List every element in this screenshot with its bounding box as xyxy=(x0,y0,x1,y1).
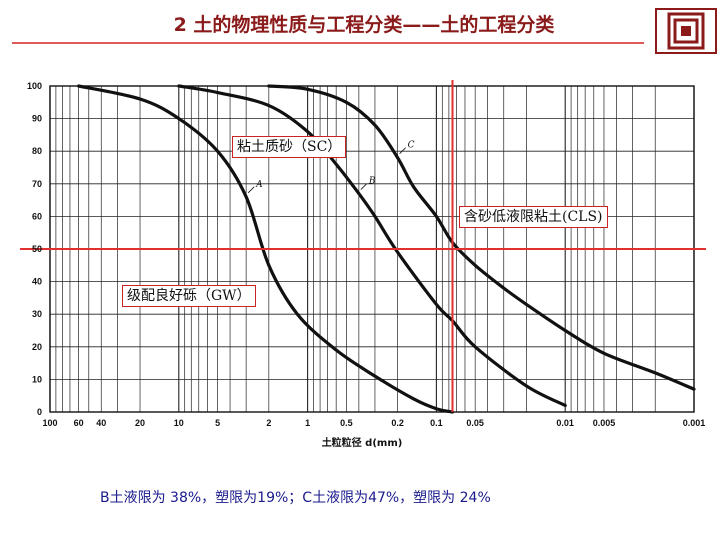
y-tick-label: 100 xyxy=(27,81,42,91)
x-tick-label: 10 xyxy=(174,418,184,428)
y-tick-label: 30 xyxy=(32,309,42,319)
x-tick-label: 0.05 xyxy=(466,418,484,428)
logo-icon xyxy=(655,8,717,54)
series-label-B: B xyxy=(368,177,376,187)
grain-size-chart: A B C 0 10 20 30 40 50 60 70 80 90 100 100 60 40 20 10 5 2 1… xyxy=(20,80,706,449)
y-tick-label: 60 xyxy=(32,211,42,221)
x-tick-label: 1 xyxy=(305,418,310,428)
x-tick-label: 0.005 xyxy=(593,418,616,428)
series-line-C xyxy=(267,84,696,391)
x-tick-label: 0.01 xyxy=(556,418,574,428)
x-tick-label: 0.5 xyxy=(340,418,353,428)
y-tick-label: 40 xyxy=(32,277,42,287)
y-tick-label: 20 xyxy=(32,342,42,352)
y-tick-label: 90 xyxy=(32,114,42,124)
slide-title: 2 土的物理性质与工程分类——土的工程分类 xyxy=(173,14,555,36)
y-tick-label: 80 xyxy=(32,146,42,156)
series-line-B xyxy=(177,84,567,408)
reference-lines xyxy=(20,80,706,412)
y-tick-label: 0 xyxy=(37,407,42,417)
annotation-sc: 粘土质砂（SC） xyxy=(232,136,347,158)
x-tick-label: 60 xyxy=(74,418,84,428)
series-label-A: A xyxy=(255,180,263,190)
series-label-C: C xyxy=(408,141,415,151)
series-line-A xyxy=(76,84,455,414)
tick-labels: 0 10 20 30 40 50 60 70 80 90 100 100 60 40 20 10 5 2 1 0.5 0… xyxy=(27,81,705,449)
series-label-leader xyxy=(399,147,406,155)
x-tick-label: 40 xyxy=(96,418,106,428)
x-tick-label: 0.1 xyxy=(430,418,443,428)
series-label-leader xyxy=(360,183,368,190)
series-label-leader xyxy=(247,186,255,194)
x-tick-label: 5 xyxy=(215,418,220,428)
annotation-cls: 含砂低液限粘土(CLS) xyxy=(459,206,608,228)
limits-note: B土液限为 38%，塑限为19%；C土液限为47%，塑限为 24% xyxy=(100,490,491,506)
y-tick-label: 10 xyxy=(32,374,42,384)
y-tick-label: 50 xyxy=(32,244,42,254)
x-tick-label: 0.001 xyxy=(683,418,706,428)
x-tick-label: 100 xyxy=(42,418,57,428)
x-tick-label: 20 xyxy=(135,418,145,428)
y-tick-label: 70 xyxy=(32,179,42,189)
x-tick-label: 2 xyxy=(266,418,271,428)
x-axis-label: 土粒粒径 d(mm) xyxy=(322,436,403,449)
annotation-gw: 级配良好砾（GW） xyxy=(122,285,256,307)
x-tick-label: 0.2 xyxy=(391,418,404,428)
title-divider xyxy=(12,42,644,44)
